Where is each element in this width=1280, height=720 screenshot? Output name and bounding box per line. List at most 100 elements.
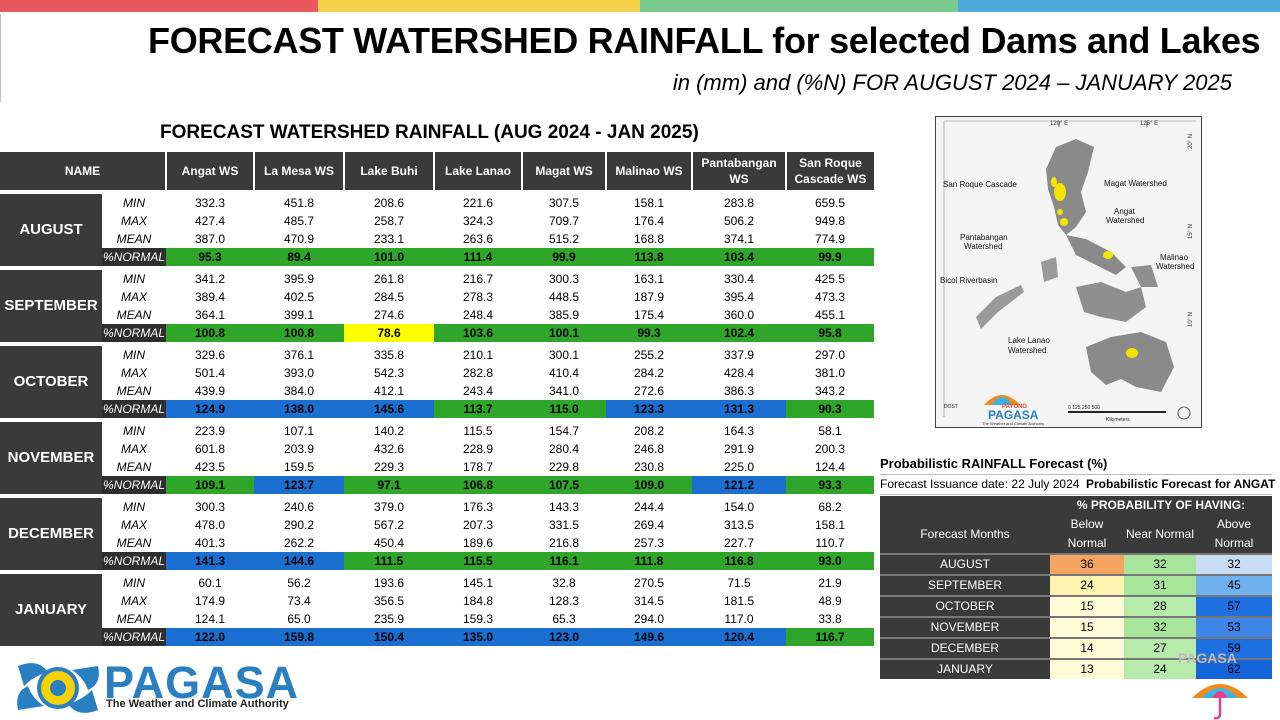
map-logo-dost: DOST [944, 404, 958, 410]
row-label: MIN [102, 494, 166, 516]
value-cell: 393.0 [283, 366, 315, 380]
prob-near-cell: 32 [1124, 616, 1196, 638]
month-label: OCTOBER [0, 342, 102, 420]
value-cell: 102.4 [692, 324, 786, 344]
value-cell: 425.5 [786, 266, 874, 288]
palawan-shape [976, 285, 1024, 329]
max-row: MAX 174.9 73.4 356.5 184.8 128.3 314.5 181.5 48.… [0, 592, 874, 610]
value-cell: 297.0 [786, 342, 874, 364]
value-cell: 243.4 [462, 384, 494, 398]
value-cell: 144.6 [254, 552, 344, 572]
value-cell: 200.3 [814, 442, 846, 456]
row-label: MAX [120, 518, 147, 532]
min-row: NOVEMBER MIN 223.9 107.1 140.2 115.5 154.7 208.… [0, 418, 874, 496]
value-cell: 384.0 [283, 384, 315, 398]
value-cell: 193.6 [344, 570, 434, 592]
prob-group-header: % PROBABILITY OF HAVING: [1050, 496, 1272, 515]
value-cell: 135.0 [434, 628, 522, 646]
prob-near-cell: 31 [1124, 574, 1196, 596]
top-color-bar [0, 0, 1280, 12]
col-header: Angat WS [166, 152, 255, 192]
prob-col-months: Forecast Months [880, 515, 1050, 554]
mean-row: MEAN 401.3 262.2 450.4 189.6 216.8 257.3 227.7 1… [0, 534, 874, 552]
map-lat3: 10° N [1188, 312, 1194, 327]
prob-below-cell: 36 [1050, 553, 1124, 575]
value-cell: 58.1 [786, 418, 874, 440]
page-subtitle: in (mm) and (%N) FOR AUGUST 2024 – JANUA… [672, 70, 1232, 95]
map-lat2: 15° N [1188, 224, 1194, 239]
value-cell: 189.6 [462, 536, 494, 550]
prob-month: OCTOBER [880, 595, 1050, 617]
value-cell: 154.7 [522, 418, 606, 440]
value-cell: 235.9 [373, 612, 405, 626]
value-cell: 386.3 [723, 384, 755, 398]
value-cell: 709.7 [548, 214, 580, 228]
value-cell: 140.2 [344, 418, 434, 440]
label-pantabangan-1: Pantabangan [960, 233, 1008, 242]
label-pantabangan-2: Watershed [964, 242, 1002, 251]
value-cell: 116.7 [786, 628, 874, 646]
normal-row: %NORMAL 122.0 159.8 150.4 135.0 123.0 149.6 120… [0, 628, 874, 646]
map-lat1: 20° N [1188, 134, 1194, 149]
value-cell: 99.9 [522, 248, 606, 268]
value-cell: 395.4 [723, 290, 755, 304]
value-cell: 131.3 [692, 400, 786, 420]
top-bar-yellow [318, 0, 640, 12]
prob-col-below: Below Normal [1050, 515, 1124, 554]
value-cell: 280.4 [548, 442, 580, 456]
prob-subtitle: Probabilistic Forecast for ANGAT [1086, 477, 1276, 491]
value-cell: 261.8 [344, 266, 434, 288]
angat-marker [1060, 218, 1068, 226]
value-cell: 33.8 [818, 612, 842, 626]
prob-divider [880, 494, 1272, 495]
prob-above-cell: 53 [1196, 616, 1272, 638]
col-header: Malinao WS [606, 152, 693, 192]
value-cell: 110.7 [815, 536, 845, 550]
philippines-map: 120° E 125° E 20° N 15° N 10° N San Roqu… [935, 116, 1202, 428]
min-row: JANUARY MIN 60.1 56.2 193.6 145.1 32.8 270.5 71.… [0, 570, 874, 646]
row-label: %NORMAL [102, 248, 166, 268]
value-cell: 335.8 [344, 342, 434, 364]
value-cell: 300.3 [522, 266, 606, 288]
value-cell: 159.8 [254, 628, 344, 646]
value-cell: 103.6 [434, 324, 522, 344]
value-cell: 283.8 [692, 190, 786, 212]
value-cell: 270.5 [606, 570, 692, 592]
label-lanao-2: Watershed [1008, 346, 1046, 355]
map-logo-pagasa: PAGASA [988, 408, 1039, 422]
mindoro-shape [1041, 257, 1058, 282]
max-row: MAX 389.4 402.5 284.5 278.3 448.5 187.9 395.4 47… [0, 288, 874, 306]
value-cell: 501.4 [194, 366, 226, 380]
mean-row: MEAN 439.9 384.0 412.1 243.4 341.0 272.6 386.3 3… [0, 382, 874, 400]
prob-title: Probabilistic RAINFALL Forecast (%) [880, 456, 1108, 471]
value-cell: 184.8 [462, 594, 494, 608]
label-san-roque: San Roque Cascade [943, 180, 1017, 189]
prob-below-cell: 24 [1050, 574, 1124, 596]
label-bicol: Bicol Riverbasin [940, 276, 997, 285]
value-cell: 115.5 [434, 418, 522, 440]
value-cell: 100.1 [522, 324, 606, 344]
normal-row: %NORMAL 100.8 100.8 78.6 103.6 100.1 99.3 102.4… [0, 324, 874, 344]
map-scale: 0 125 250 500 [1068, 405, 1100, 411]
value-cell: 97.1 [344, 476, 434, 496]
value-cell: 48.9 [818, 594, 842, 608]
value-cell: 103.4 [692, 248, 786, 268]
value-cell: 455.1 [814, 308, 846, 322]
value-cell: 178.7 [462, 460, 494, 474]
value-cell: 258.7 [373, 214, 405, 228]
value-cell: 68.2 [786, 494, 874, 516]
prob-month: JANUARY [880, 658, 1050, 679]
probability-table: % PROBABILITY OF HAVING: Forecast Months… [880, 496, 1272, 679]
row-label: MIN [102, 418, 166, 440]
value-cell: 121.2 [692, 476, 786, 496]
value-cell: 93.0 [786, 552, 874, 572]
row-label: MEAN [116, 384, 152, 398]
value-cell: 451.8 [254, 190, 344, 212]
value-cell: 542.3 [373, 366, 405, 380]
mindanao-shape [1086, 332, 1174, 392]
prob-col-header-row: Forecast Months Below Normal Near Normal… [880, 515, 1272, 554]
month-label: AUGUST [0, 190, 102, 268]
value-cell: 246.8 [633, 442, 665, 456]
value-cell: 159.5 [283, 460, 315, 474]
value-cell: 90.3 [786, 400, 874, 420]
